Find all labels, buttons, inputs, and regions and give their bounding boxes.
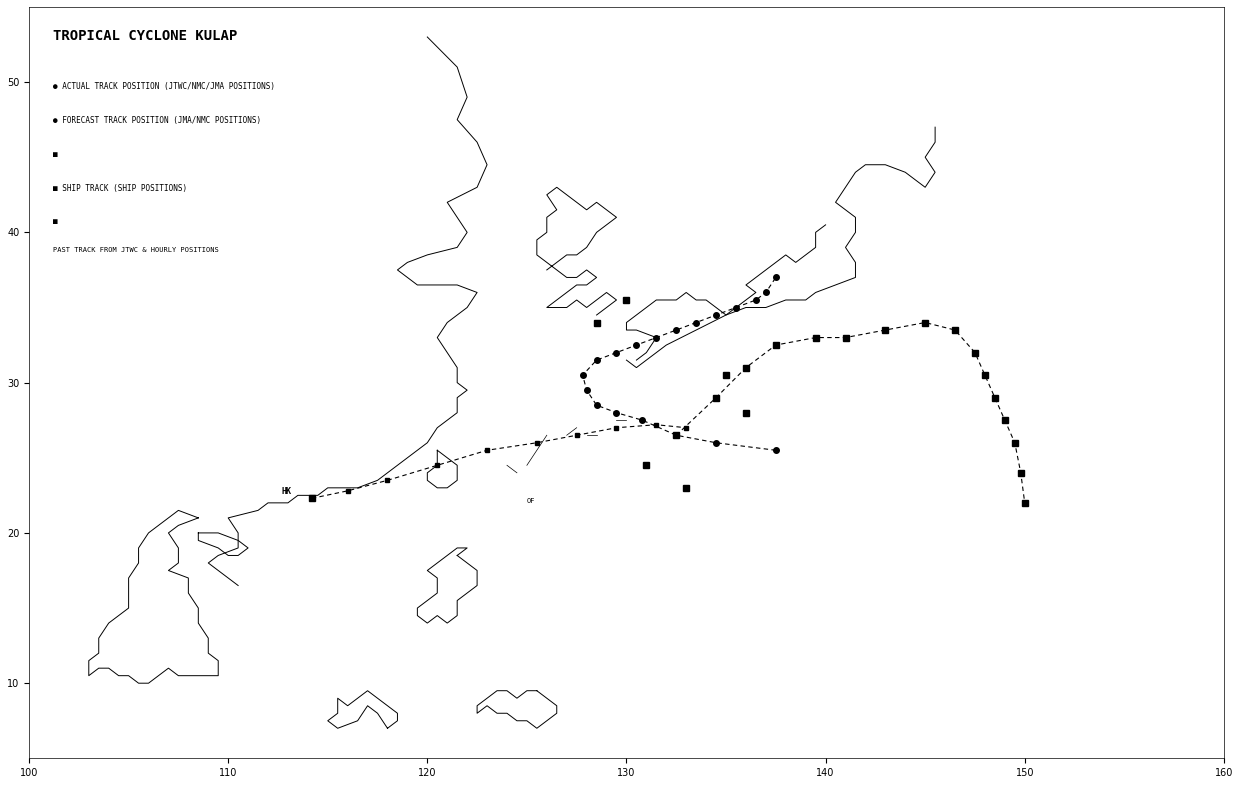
Text: ● ACTUAL TRACK POSITION (JTWC/NMC/JMA POSITIONS): ● ACTUAL TRACK POSITION (JTWC/NMC/JMA PO… — [53, 82, 275, 91]
Text: OF: OF — [527, 498, 536, 504]
Text: ■: ■ — [53, 217, 62, 226]
Text: PAST TRACK FROM JTWC & HOURLY POSITIONS: PAST TRACK FROM JTWC & HOURLY POSITIONS — [53, 247, 218, 254]
Text: ● FORECAST TRACK POSITION (JMA/NMC POSITIONS): ● FORECAST TRACK POSITION (JMA/NMC POSIT… — [53, 116, 262, 125]
Text: TROPICAL CYCLONE KULAP: TROPICAL CYCLONE KULAP — [53, 30, 237, 43]
Text: ■: ■ — [53, 150, 62, 159]
Text: HK: HK — [281, 487, 291, 496]
Text: ■ SHIP TRACK (SHIP POSITIONS): ■ SHIP TRACK (SHIP POSITIONS) — [53, 184, 187, 192]
